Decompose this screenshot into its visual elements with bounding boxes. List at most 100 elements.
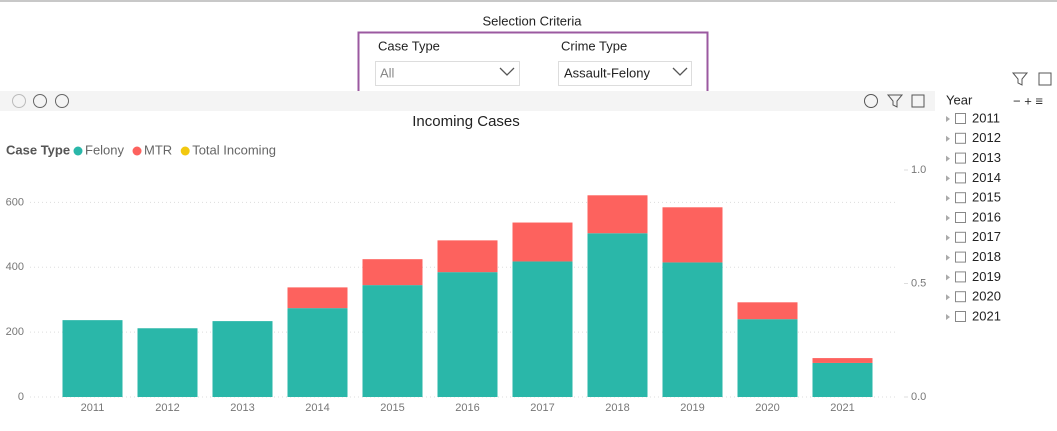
year-item[interactable]: 2021 — [972, 308, 1001, 323]
bar-segment — [287, 308, 348, 397]
year-item[interactable]: 2015 — [972, 190, 1001, 205]
expand-arrow — [946, 274, 950, 281]
filter-icon[interactable] — [886, 94, 904, 108]
bar-segment — [812, 358, 873, 363]
checkbox — [955, 172, 966, 184]
checkbox — [955, 212, 966, 223]
expand-arrow — [946, 116, 950, 122]
expand-arrow — [946, 155, 950, 162]
y2-tick-label: 1.0 — [911, 164, 926, 176]
chart-title: Incoming Cases — [412, 113, 520, 130]
drill-down-icon[interactable] — [33, 94, 47, 108]
legend-label: MTR — [144, 142, 172, 157]
y-tick-label: 400 — [6, 261, 24, 273]
y2-tick-label: 0.5 — [911, 277, 926, 289]
year-title: Year — [946, 92, 973, 107]
y-tick-label: 200 — [6, 326, 24, 338]
expand-arrow — [946, 175, 950, 182]
y-tick-label: 600 — [6, 196, 24, 208]
bar-segment — [587, 195, 648, 234]
year-item[interactable]: 2020 — [972, 289, 1001, 304]
dropdown-value[interactable]: All — [380, 65, 395, 80]
x-tick-label: 2013 — [230, 402, 254, 414]
x-tick-label: 2012 — [155, 402, 179, 414]
y2-tick-label: 0.0 — [911, 391, 926, 403]
x-tick-label: 2018 — [605, 402, 629, 414]
bar-segment — [737, 319, 798, 397]
top-border — [0, 0, 1057, 2]
bar-segment — [662, 262, 723, 397]
x-tick-label: 2020 — [755, 402, 779, 414]
checkbox — [955, 251, 966, 263]
chevron[interactable] — [499, 67, 515, 76]
bar-segment — [362, 285, 423, 397]
bar-segment — [512, 261, 573, 397]
year-item[interactable]: 2016 — [972, 209, 1001, 224]
checkbox — [955, 291, 966, 303]
bar-segment — [62, 320, 123, 397]
expand-arrow — [946, 234, 950, 241]
bar-segment — [437, 272, 498, 397]
year-item[interactable]: 2019 — [972, 269, 1001, 284]
x-tick-label: 2016 — [455, 402, 479, 414]
chevron[interactable] — [672, 67, 688, 76]
checkbox — [955, 132, 966, 144]
filter-icon[interactable] — [1011, 72, 1029, 86]
year-item[interactable]: 2018 — [972, 249, 1001, 264]
checkbox — [955, 192, 966, 204]
visual-toolbar — [0, 91, 935, 111]
bar-segment — [287, 287, 348, 309]
legend-title: Case Type — [6, 142, 70, 157]
checkbox — [955, 113, 966, 124]
bar-segment — [437, 240, 498, 273]
x-tick-label: 2019 — [680, 402, 704, 414]
x-tick-label: 2017 — [530, 402, 554, 414]
drill-up-icon[interactable] — [12, 94, 26, 108]
expand-arrow — [946, 254, 950, 261]
year-item[interactable]: 2012 — [972, 130, 1001, 145]
bar-segment — [512, 222, 573, 262]
checkbox — [955, 271, 966, 283]
x-tick-label: 2021 — [830, 402, 854, 414]
x-tick-label: 2011 — [81, 402, 105, 414]
bar-segment — [812, 362, 873, 397]
checkbox — [955, 231, 966, 243]
expand-arrow — [946, 314, 950, 320]
dropdown[interactable] — [375, 61, 520, 86]
bar-segment — [212, 321, 273, 397]
slicer-label: Case Type — [378, 38, 440, 53]
year-controls[interactable]: − + ≡ — [1013, 93, 1043, 108]
expand-arrow — [946, 135, 950, 142]
expand-arrow — [946, 195, 950, 202]
x-tick-label: 2014 — [305, 402, 329, 414]
legend-label: Total Incoming — [192, 142, 276, 157]
legend-marker — [73, 146, 83, 156]
year-item[interactable]: 2013 — [972, 150, 1001, 165]
legend-marker — [132, 146, 142, 156]
focus-icon[interactable] — [1038, 72, 1052, 86]
year-item[interactable]: 2017 — [972, 229, 1001, 244]
checkbox — [955, 311, 966, 322]
legend-marker — [180, 146, 190, 156]
year-item[interactable]: 2014 — [972, 170, 1001, 185]
bar-segment — [587, 233, 648, 397]
bar-segment — [362, 259, 423, 286]
selection-title: Selection Criteria — [483, 13, 583, 28]
y-tick-label: 0 — [18, 391, 24, 403]
expand-arrow — [946, 215, 950, 221]
expand-arrow — [946, 294, 950, 301]
x-tick-label: 2015 — [380, 402, 404, 414]
bar-segment — [137, 328, 198, 397]
bar-segment — [737, 302, 798, 320]
checkbox — [955, 152, 966, 164]
expand-icon[interactable] — [55, 94, 69, 108]
year-item[interactable]: 2011 — [972, 110, 1000, 125]
dropdown[interactable] — [558, 61, 692, 86]
dropdown-value[interactable]: Assault-Felony — [564, 65, 650, 80]
legend-label: Felony — [85, 142, 125, 157]
focus-icon[interactable] — [911, 94, 925, 108]
bar-segment — [662, 207, 723, 263]
drill-mode-icon[interactable] — [864, 94, 878, 108]
